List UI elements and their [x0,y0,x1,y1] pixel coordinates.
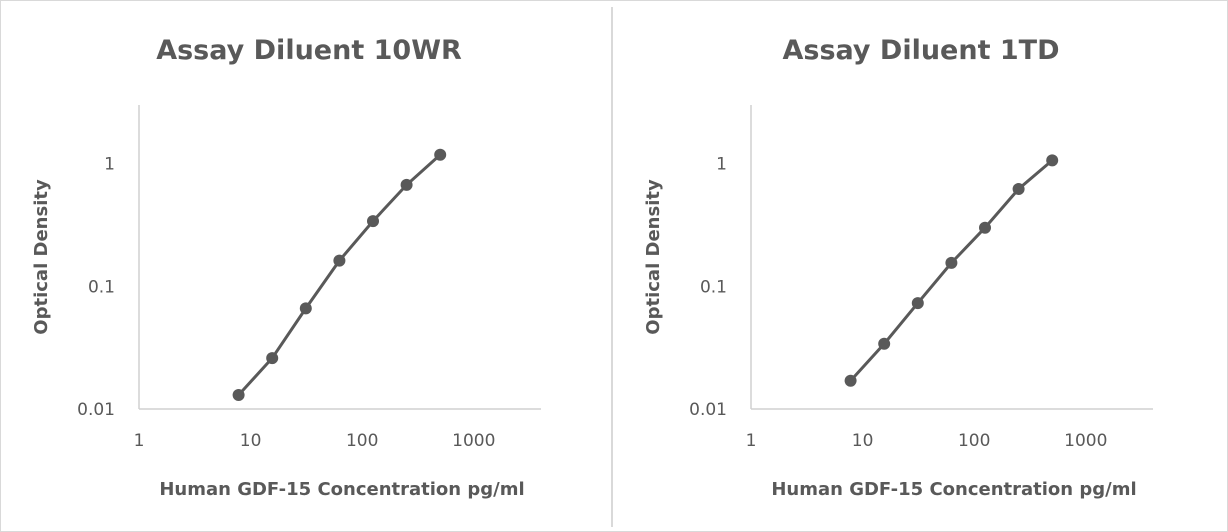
y-tick-label: 0.01 [77,400,115,420]
chart-panel-left: Assay Diluent 10WR 1 0.1 0.01 1 10 100 1000 Huma… [1,1,613,531]
data-point [945,256,958,269]
x-axis-title: Human GDF-15 Concentration pg/ml [159,479,524,500]
panel-divider [611,7,613,527]
data-point [266,352,279,365]
y-tick-label: 0.1 [88,277,115,297]
y-axis-title: Optical Density [643,179,664,335]
x-tick-label: 100 [346,431,378,451]
x-tick-label: 1 [134,431,145,451]
data-point [333,254,346,267]
y-tick-label: 0.01 [689,400,727,420]
data-point [878,337,891,350]
data-point [1012,183,1025,195]
y-axis-title: Optical Density [31,179,52,335]
x-tick-label: 100 [958,431,990,451]
x-tick-label: 1000 [452,431,495,451]
chart-title: Assay Diluent 1TD [782,35,1059,66]
chart-left: Assay Diluent 10WR 1 0.1 0.01 1 10 100 1000 Huma… [31,35,541,500]
chart-right: Assay Diluent 1TD 1 0.1 0.01 1 10 100 1000 Human… [643,35,1153,500]
data-point [979,221,991,234]
x-tick-label: 1000 [1064,431,1107,451]
data-point [434,148,447,161]
data-point [400,178,413,191]
chart-title: Assay Diluent 10WR [156,35,462,66]
x-tick-label: 10 [240,431,262,451]
y-tick-label: 1 [104,155,115,175]
x-axis-title: Human GDF-15 Concentration pg/ml [771,479,1136,500]
y-tick-label: 0.1 [700,277,727,297]
data-point [299,302,312,315]
data-point [1046,154,1059,167]
x-tick-label: 10 [852,431,874,451]
data-point [367,215,379,228]
data-point [911,297,924,310]
y-tick-label: 1 [716,155,727,175]
chart-panel-right: Assay Diluent 1TD 1 0.1 0.01 1 10 100 1000 Human… [613,1,1225,531]
x-tick-label: 1 [746,431,757,451]
data-point [844,374,857,387]
data-point [232,389,245,401]
